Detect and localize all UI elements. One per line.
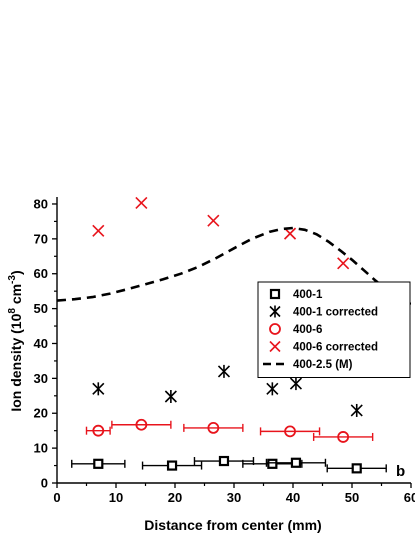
x-tick-label: 0 — [53, 490, 60, 505]
legend-label: 400-6 corrected — [293, 342, 378, 354]
y-tick-label: 60 — [34, 266, 48, 281]
data-point — [135, 418, 148, 431]
data-point — [289, 377, 303, 391]
data-point — [217, 364, 231, 378]
series-400-2-5-m — [57, 226, 411, 306]
legend-entry: 400-6 corrected — [269, 340, 378, 354]
series-400-6 — [85, 418, 374, 443]
x-tick-label: 10 — [109, 490, 123, 505]
error-bar — [111, 420, 172, 429]
y-tick-label: 50 — [34, 301, 48, 316]
y-tick-label: 0 — [41, 476, 48, 491]
data-point — [207, 214, 220, 227]
x-tick-label: 40 — [286, 490, 300, 505]
data-markers — [57, 196, 411, 474]
data-point — [135, 196, 148, 209]
series-400-6-corrected — [92, 196, 350, 270]
legend-label: 400-2.5 (M) — [293, 359, 353, 371]
panel-label: b — [396, 463, 405, 480]
model-curve — [57, 226, 411, 306]
legend-box — [257, 281, 411, 378]
error-bar — [183, 423, 244, 432]
data-point — [284, 425, 296, 438]
data-point — [166, 460, 178, 471]
x-tick-label: 30 — [227, 490, 241, 505]
legend-marker — [269, 323, 281, 335]
data-point — [350, 403, 363, 417]
data-point — [351, 463, 362, 474]
data-point — [290, 457, 302, 468]
legend-entry: 400-1 — [269, 288, 323, 301]
y-axis-title: Ion density (108 cm-3) — [7, 270, 24, 411]
data-point — [92, 424, 105, 437]
series-400-1 — [71, 455, 387, 474]
legend-marker — [269, 288, 281, 300]
axes: 0 10 20 30 40 50 60 0 10 20 30 40 50 60 70 80 — [34, 196, 415, 505]
x-tick-label: 60 — [404, 490, 415, 505]
error-bar — [312, 432, 374, 441]
x-tick-label: 20 — [168, 490, 182, 505]
data-point — [283, 227, 297, 240]
data-point — [207, 421, 220, 434]
legend: 400-1 400-1 corrected 400-6 400-6 corrected… — [257, 281, 411, 378]
x-axis-title: Distance from center (mm) — [144, 517, 321, 533]
data-point — [92, 382, 105, 396]
data-point — [337, 257, 350, 270]
y-tick-label: 10 — [34, 441, 48, 456]
legend-label: 400-6 — [293, 324, 322, 336]
x-tick-label: 50 — [345, 490, 359, 505]
error-bar — [259, 427, 321, 436]
legend-entry: 400-6 — [269, 323, 322, 336]
legend-label: 400-1 — [293, 289, 323, 301]
data-point — [93, 458, 104, 469]
y-tick-label: 20 — [34, 406, 48, 421]
data-point — [267, 458, 278, 469]
legend-label: 400-1 corrected — [293, 307, 378, 319]
data-point — [164, 390, 177, 404]
y-tick-label: 80 — [34, 196, 48, 211]
series-400-1-corrected — [92, 364, 363, 417]
legend-entry: 400-2.5 (M) — [263, 359, 353, 371]
data-point — [92, 224, 105, 237]
y-tick-label: 30 — [34, 371, 48, 386]
legend-marker — [269, 305, 281, 318]
y-tick-label: 70 — [34, 231, 48, 246]
data-point — [266, 382, 279, 396]
legend-marker — [269, 340, 281, 353]
legend-entry: 400-1 corrected — [269, 305, 378, 319]
y-tick-label: 40 — [34, 336, 48, 351]
error-bar — [85, 426, 111, 435]
data-point — [218, 455, 230, 467]
data-point — [337, 431, 350, 443]
